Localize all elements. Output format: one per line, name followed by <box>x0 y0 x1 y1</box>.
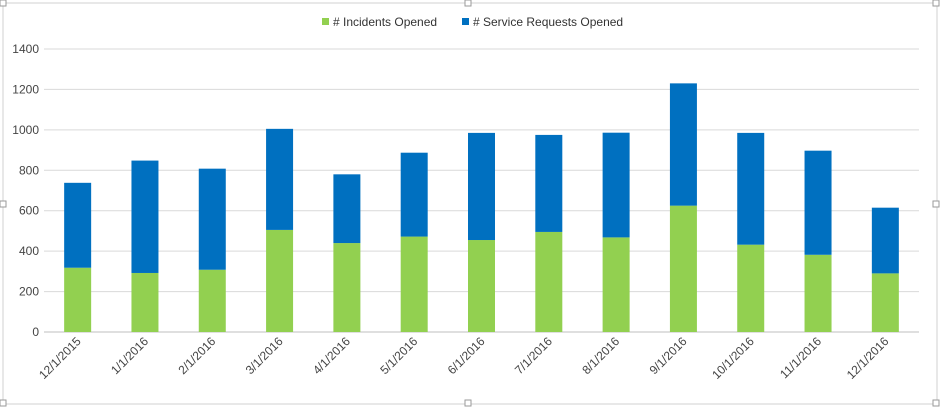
y-tick-label: 1400 <box>12 42 39 56</box>
y-tick-label: 1000 <box>12 123 39 137</box>
bar-incidents <box>602 237 630 332</box>
legend-swatch <box>322 18 329 25</box>
resize-handle[interactable] <box>464 0 472 7</box>
bar-incidents <box>468 240 495 332</box>
resize-handle[interactable] <box>0 399 7 407</box>
resize-handle[interactable] <box>932 0 940 7</box>
bar-service-requests <box>333 174 361 244</box>
bar-service-requests <box>198 168 226 270</box>
resize-handle[interactable] <box>0 200 7 208</box>
legend-label: # Service Requests Opened <box>473 15 623 29</box>
bar-incidents <box>64 267 92 332</box>
bar-incidents <box>669 205 697 332</box>
bar-service-requests <box>64 182 92 268</box>
y-tick-label: 400 <box>19 244 39 258</box>
legend-swatch <box>462 18 469 25</box>
resize-handle[interactable] <box>464 399 472 407</box>
bar-incidents <box>131 272 159 332</box>
legend-label: # Incidents Opened <box>333 15 437 29</box>
y-tick-label: 0 <box>32 325 39 339</box>
bar-service-requests <box>602 132 630 238</box>
bar-service-requests <box>400 152 428 237</box>
bar-service-requests <box>535 134 563 232</box>
y-tick-label: 200 <box>19 285 39 299</box>
bar-incidents <box>266 229 294 332</box>
legend: # Incidents Opened # Service Requests Ope… <box>322 15 623 29</box>
bar-incidents <box>198 269 226 332</box>
bar-service-requests <box>266 128 294 230</box>
resize-handle[interactable] <box>0 0 7 7</box>
y-tick-label: 1200 <box>12 82 39 96</box>
resize-handle[interactable] <box>932 200 940 208</box>
bar-incidents <box>400 236 428 332</box>
bars <box>64 83 899 332</box>
bar-incidents <box>535 231 563 332</box>
bar-service-requests <box>131 160 159 273</box>
bar-service-requests <box>669 83 697 206</box>
y-axis-ticks: 0 200 400 600 800 1000 1200 1400 <box>12 42 39 339</box>
bar-service-requests <box>804 150 832 255</box>
bar-service-requests <box>468 132 495 241</box>
bar-incidents <box>871 273 899 332</box>
resize-handle[interactable] <box>932 399 940 407</box>
bar-service-requests <box>737 132 765 245</box>
bar-incidents <box>737 244 765 332</box>
bar-incidents <box>333 243 361 332</box>
bar-service-requests <box>871 207 899 274</box>
y-tick-label: 800 <box>19 163 39 177</box>
y-tick-label: 600 <box>19 204 39 218</box>
bar-incidents <box>804 254 832 332</box>
